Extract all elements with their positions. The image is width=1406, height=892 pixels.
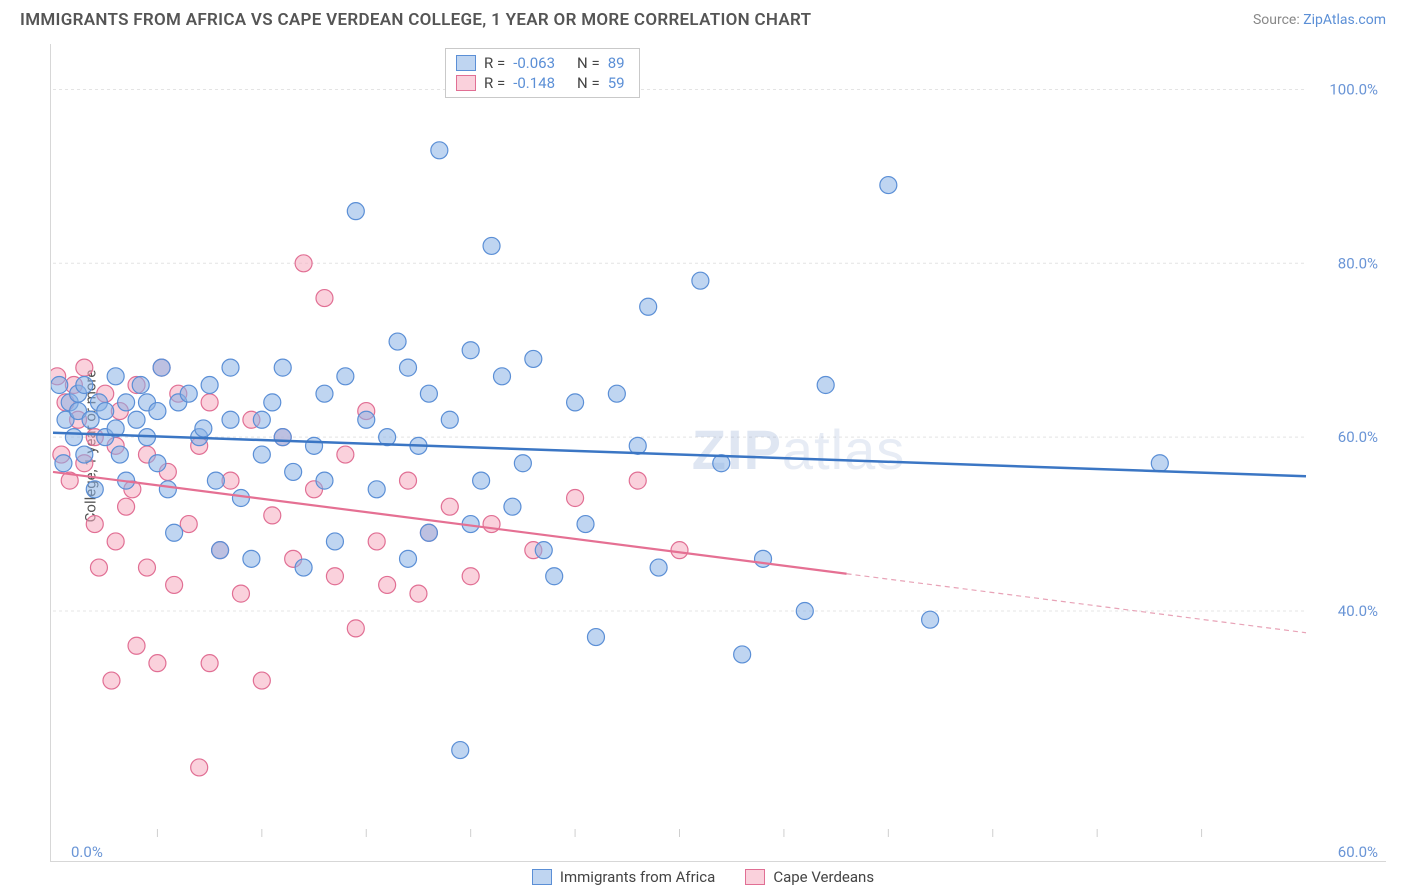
source-link[interactable]: ZipAtlas.com [1303,12,1386,28]
svg-text:100.0%: 100.0% [1329,80,1378,98]
swatch-pink [456,75,476,91]
legend-swatch-pink [745,869,765,885]
correlation-stats-box: R = -0.063 N = 89 R = -0.148 N = 59 [445,48,640,98]
svg-text:40.0%: 40.0% [1338,602,1378,620]
svg-text:0.0%: 0.0% [71,843,103,861]
chart-area: 40.0%60.0%80.0%100.0%0.0%60.0%ZIPatlas R… [50,44,1386,862]
legend-swatch-blue [532,869,552,885]
bottom-legend: Immigrants from Africa Cape Verdeans [0,868,1406,886]
source-attribution: Source: ZipAtlas.com [1253,12,1386,28]
scatter-plot-svg: 40.0%60.0%80.0%100.0%0.0%60.0%ZIPatlas [51,44,1386,861]
svg-text:60.0%: 60.0% [1338,428,1378,446]
swatch-blue [456,55,476,71]
svg-text:60.0%: 60.0% [1338,843,1378,861]
legend-item-blue: Immigrants from Africa [532,868,715,886]
svg-text:80.0%: 80.0% [1338,254,1378,272]
legend-item-pink: Cape Verdeans [745,868,874,886]
stats-row-blue: R = -0.063 N = 89 [456,53,625,73]
stats-row-pink: R = -0.148 N = 59 [456,73,625,93]
chart-title: IMMIGRANTS FROM AFRICA VS CAPE VERDEAN C… [20,10,811,30]
